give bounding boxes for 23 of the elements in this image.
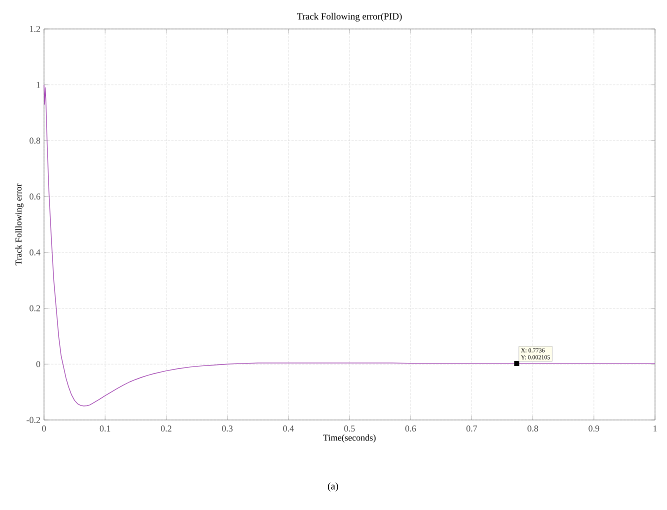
y-tick-label: 0.2 <box>30 305 40 312</box>
x-tick-label: 0.5 <box>344 426 355 432</box>
x-tick-label: 0.9 <box>588 426 600 432</box>
x-tick-label: 0.4 <box>283 426 294 432</box>
x-tick-label: 0.1 <box>100 426 110 432</box>
y-axis-title: Track Folllowing error <box>15 184 24 266</box>
x-tick-label: 0 <box>42 426 46 432</box>
x-tick-label: 0.8 <box>528 426 538 432</box>
text: (a) <box>328 482 338 492</box>
y-tick-label: 1 <box>36 82 40 88</box>
y-tick-label: -0.2 <box>26 416 40 424</box>
x-tick-label: 1 <box>654 426 657 432</box>
x-tick-label: 0.3 <box>222 426 233 432</box>
y-tick-label: 0.8 <box>30 138 40 144</box>
x-axis-title: Time(seconds) <box>323 434 376 443</box>
x-tick-label: 0.6 <box>405 426 416 432</box>
y-tick-label: 0.4 <box>30 249 40 256</box>
y-tick-label: 0.6 <box>30 194 40 200</box>
chart-title: Track Following error(PID) <box>297 12 402 22</box>
x-tick-label: 0.2 <box>160 426 172 432</box>
y-tick-label: 1.2 <box>30 26 40 32</box>
x-tick-label: 0.7 <box>466 426 478 432</box>
y-tick-label: 0 <box>36 361 40 368</box>
